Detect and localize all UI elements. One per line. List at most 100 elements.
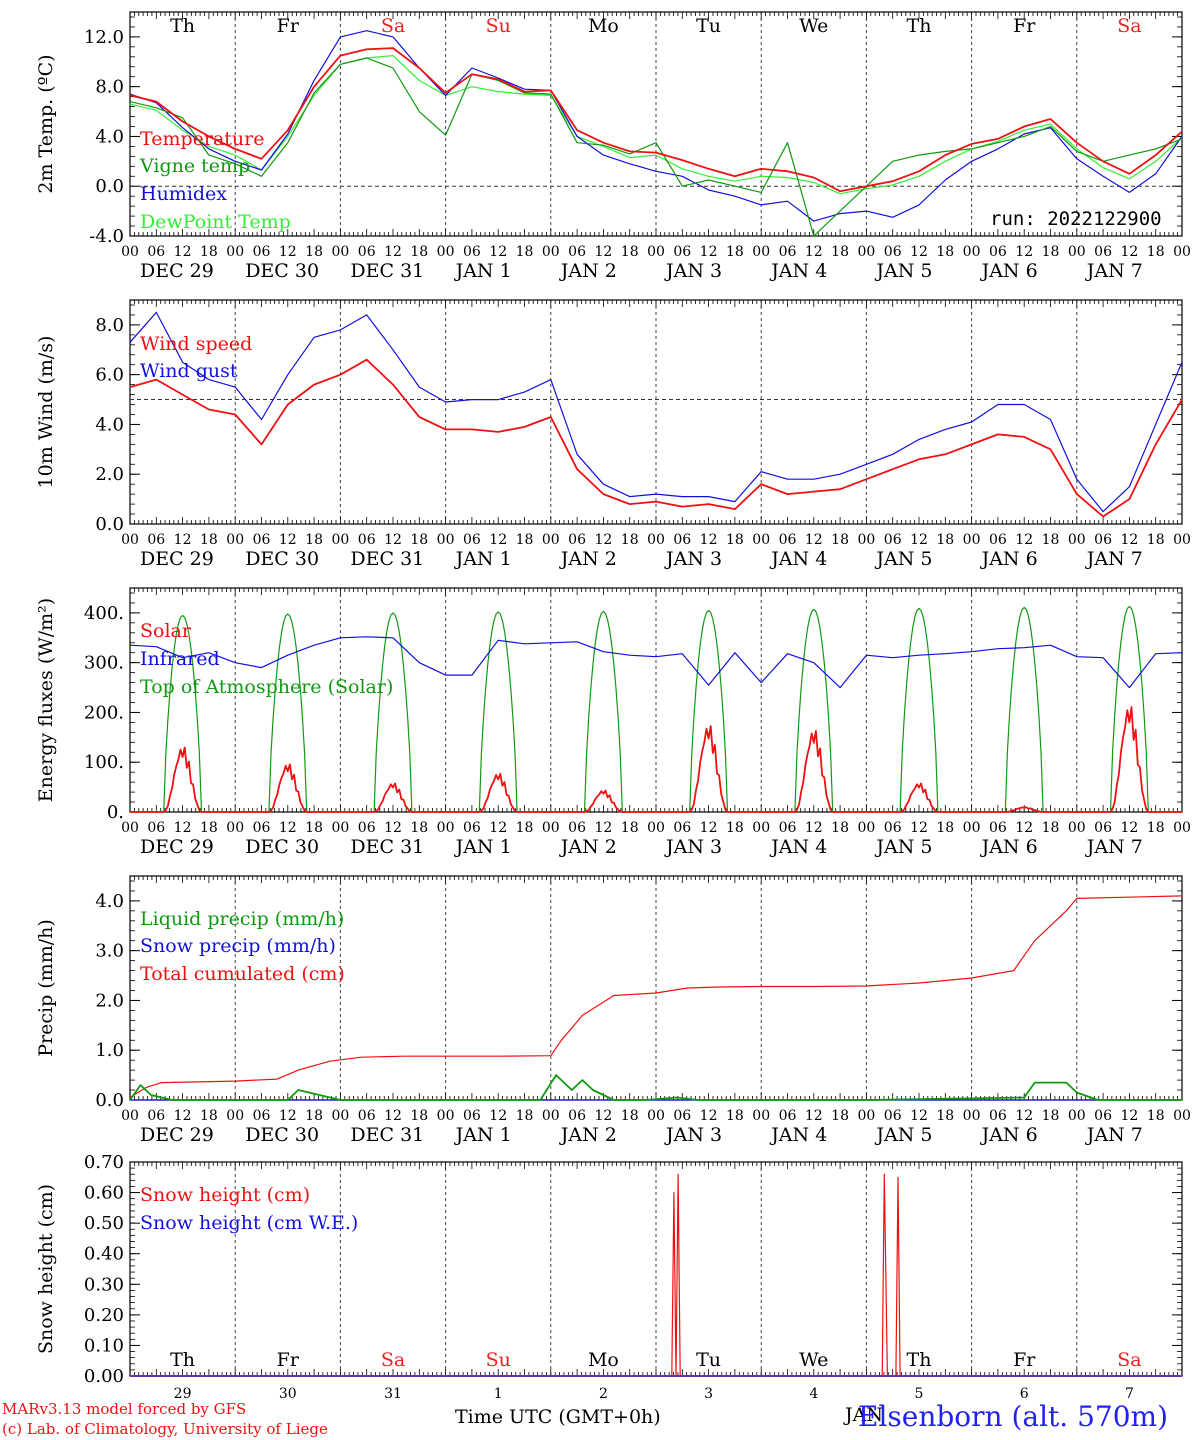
hour-tick-label: 12 [910,532,928,548]
date-label: DEC 29 [140,1124,214,1146]
hour-tick-label: 18 [621,532,639,548]
hour-tick-label: 12 [489,820,507,836]
hour-tick-label: 06 [884,820,902,836]
hour-tick-label: 12 [1015,244,1033,260]
date-label: DEC 31 [350,548,424,570]
hour-tick-label: 12 [805,820,823,836]
date-label: DEC 30 [245,836,319,858]
hour-tick-label: 00 [121,244,139,260]
date-label: DEC 29 [140,836,214,858]
hour-tick-label: 06 [779,244,797,260]
day-name: Sa [381,15,405,37]
hour-tick-label: 00 [437,1108,455,1124]
legend-entry: Snow height (cm) [140,1184,310,1206]
y-tick-label: 100. [84,752,124,773]
hour-tick-label: 12 [279,244,297,260]
hour-tick-label: 12 [805,532,823,548]
hour-tick-label: 00 [857,820,875,836]
hour-tick-label: 00 [121,532,139,548]
hour-tick-label: 18 [936,1108,954,1124]
series-line-red [129,47,1183,193]
hour-tick-label: 12 [1120,820,1138,836]
hour-tick-label: 18 [305,820,323,836]
y-tick-label: 0. [107,802,124,823]
hour-tick-label: 06 [779,532,797,548]
hour-tick-label: 18 [200,1108,218,1124]
hour-tick-label: 06 [1094,1108,1112,1124]
date-label: JAN 7 [1085,260,1143,282]
station-title: Elsenborn (alt. 570m) [858,1400,1169,1433]
hour-tick-label: 00 [331,532,349,548]
hour-tick-label: 18 [1042,1108,1060,1124]
hour-tick-label: 12 [279,532,297,548]
day-number: 31 [384,1386,402,1402]
hour-tick-label: 12 [1120,1108,1138,1124]
hour-tick-label: 00 [1173,820,1191,836]
legend-entry: Vigne temp [139,155,250,177]
hour-tick-label: 18 [726,532,744,548]
hour-tick-label: 12 [700,1108,718,1124]
date-label: JAN 1 [454,836,512,858]
hour-tick-label: 00 [857,532,875,548]
date-label: JAN 4 [769,260,827,282]
hour-tick-label: 18 [831,244,849,260]
date-label: DEC 30 [245,548,319,570]
hour-tick-label: 06 [147,532,165,548]
hour-tick-label: 06 [463,1108,481,1124]
y-tick-label: 0.50 [84,1213,124,1234]
y-tick-label: 1.0 [95,1040,124,1061]
hour-tick-label: 06 [884,244,902,260]
day-number: 5 [915,1386,924,1402]
hour-tick-label: 00 [226,532,244,548]
run-label: run: 2022122900 [990,208,1162,230]
date-label: JAN 5 [874,548,932,570]
date-label: DEC 31 [350,836,424,858]
series-line-red [129,358,1183,518]
hour-tick-label: 18 [516,532,534,548]
date-label: JAN 6 [980,260,1038,282]
hour-tick-label: 18 [410,820,428,836]
day-number: 2 [599,1386,608,1402]
hour-tick-label: 18 [831,532,849,548]
hour-tick-label: 18 [726,820,744,836]
hour-tick-label: 18 [305,1108,323,1124]
hour-tick-label: 00 [752,820,770,836]
y-tick-label: 4.0 [95,414,124,435]
hour-tick-label: 06 [253,820,271,836]
hour-tick-label: 06 [568,532,586,548]
date-label: JAN 3 [664,548,722,570]
y-tick-label: 0.0 [95,1090,124,1111]
hour-tick-label: 12 [489,244,507,260]
hour-tick-label: 06 [253,244,271,260]
hour-tick-label: 12 [489,1108,507,1124]
date-label: JAN 5 [874,260,932,282]
hour-tick-label: 06 [673,532,691,548]
hour-tick-label: 12 [174,244,192,260]
legend-entry: Solar [140,620,192,642]
legend-entry: Total cumulated (cm) [140,963,345,985]
hour-tick-label: 00 [752,1108,770,1124]
hour-tick-label: 12 [489,532,507,548]
hour-tick-label: 06 [147,820,165,836]
hour-tick-label: 00 [226,244,244,260]
y-tick-label: 8.0 [95,77,124,98]
hour-tick-label: 12 [700,532,718,548]
date-label: JAN 1 [454,1124,512,1146]
hour-tick-label: 12 [1120,532,1138,548]
day-number: 4 [809,1386,818,1402]
date-label: JAN 2 [559,548,617,570]
hour-tick-label: 06 [463,820,481,836]
date-label: JAN 2 [559,1124,617,1146]
date-label: JAN 7 [1085,836,1143,858]
hour-tick-label: 12 [1015,532,1033,548]
date-label: DEC 29 [140,260,214,282]
y-tick-label: 6.0 [95,365,124,386]
hour-tick-label: 12 [700,244,718,260]
date-label: DEC 30 [245,260,319,282]
hour-tick-label: 18 [1042,820,1060,836]
legend-entry: Humidex [140,183,227,205]
plot-frame [129,11,1183,237]
hour-tick-label: 00 [331,820,349,836]
day-name: Th [170,15,195,37]
hour-tick-label: 18 [1042,532,1060,548]
